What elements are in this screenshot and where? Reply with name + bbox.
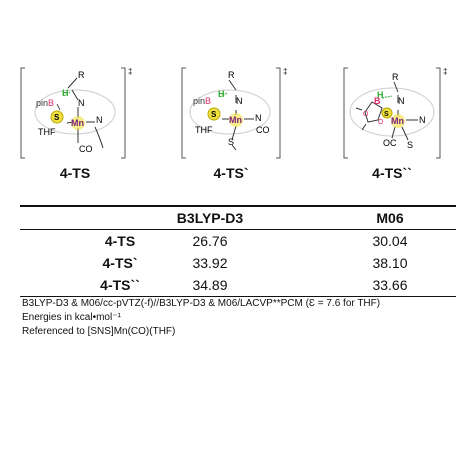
atom-h: H: [377, 90, 384, 100]
header-m06: M06: [376, 210, 404, 226]
atom-n2: N: [419, 115, 426, 125]
atom-thf: THF: [195, 125, 213, 135]
atom-s: S: [384, 111, 389, 118]
cell-b3lyp: 34.89: [192, 277, 228, 293]
atom-thf: THF: [38, 127, 56, 137]
cell-b3lyp: 26.76: [192, 233, 228, 249]
atom-h: H: [62, 88, 69, 98]
pin-text: pin: [36, 98, 48, 108]
atom-r: R: [78, 70, 85, 80]
atom-mn: Mn: [229, 115, 242, 125]
cell-m06: 33.66: [372, 277, 408, 293]
table-row: 4-TS`` 34.89 33.66: [20, 274, 456, 296]
label-4-ts-double-prime: 4-TS``: [372, 165, 412, 181]
atom-co: CO: [256, 125, 270, 135]
atom-pinb: pinB: [36, 98, 54, 108]
note-reference: Referenced to [SNS]Mn(CO)(THF): [22, 326, 176, 337]
atom-mn: Mn: [71, 118, 84, 128]
table-row: 4-TS` 33.92 38.10: [20, 252, 456, 274]
atom-n2: N: [255, 113, 262, 123]
energy-table: B3LYP-D3 M06 4-TS 26.76 30.04 4-TS` 33.9…: [20, 205, 456, 297]
atom-s: S: [211, 110, 217, 119]
cell-m06: 38.10: [372, 255, 408, 271]
atom-pinb: pinB: [193, 96, 211, 106]
atom-b: B: [374, 96, 381, 106]
atom-oc: OC: [383, 138, 397, 148]
cell-b3lyp: 33.92: [192, 255, 228, 271]
structure-4-ts-prime: ‡ R H N pinB S Mn N THF CO S: [181, 67, 287, 159]
table-header-row: B3LYP-D3 M06: [20, 207, 456, 229]
atom-s: S: [54, 113, 60, 122]
atom-r: R: [228, 70, 235, 80]
table-bottom-rule: [20, 296, 456, 297]
note-method: B3LYP-D3 & M06/cc-pVTZ(-f)//B3LYP-D3 & M…: [22, 298, 381, 309]
row-label: 4-TS``: [100, 277, 140, 293]
atom-r: R: [392, 72, 399, 82]
structure-4-ts: ‡ R H N pinB S Mn N THF CO: [20, 67, 132, 159]
atom-h: H: [218, 89, 225, 99]
table-mid-rule: [20, 229, 456, 230]
atom-n: N: [78, 98, 85, 108]
atom-o2: O: [378, 119, 384, 126]
cell-m06: 30.04: [372, 233, 408, 249]
table-row: 4-TS 26.76 30.04: [20, 230, 456, 252]
atom-o1: O: [363, 111, 369, 118]
row-label: 4-TS`: [102, 255, 138, 271]
row-label: 4-TS: [104, 233, 136, 249]
note-units: Energies in kcal•mol⁻¹: [22, 312, 121, 323]
dagger-symbol: ‡: [283, 67, 287, 76]
atom-s2: S: [228, 137, 234, 147]
atom-n2: N: [96, 115, 103, 125]
dagger-symbol: ‡: [443, 67, 447, 76]
dagger-symbol: ‡: [128, 67, 132, 76]
label-4-ts: 4-TS: [59, 165, 91, 181]
atom-n: N: [236, 96, 243, 106]
structure-4-ts-double-prime: ‡ R H N B O O S Mn N OC S: [343, 67, 447, 159]
table-top-rule: [20, 205, 456, 207]
table-notes: B3LYP-D3 & M06/cc-pVTZ(-f)//B3LYP-D3 & M…: [22, 297, 380, 339]
atom-n: N: [398, 96, 405, 106]
label-4-ts-prime: 4-TS`: [213, 165, 249, 181]
atom-co: CO: [79, 144, 93, 154]
atom-mn: Mn: [391, 116, 404, 126]
atom-s2: S: [407, 140, 413, 150]
header-b3lyp: B3LYP-D3: [176, 210, 244, 226]
